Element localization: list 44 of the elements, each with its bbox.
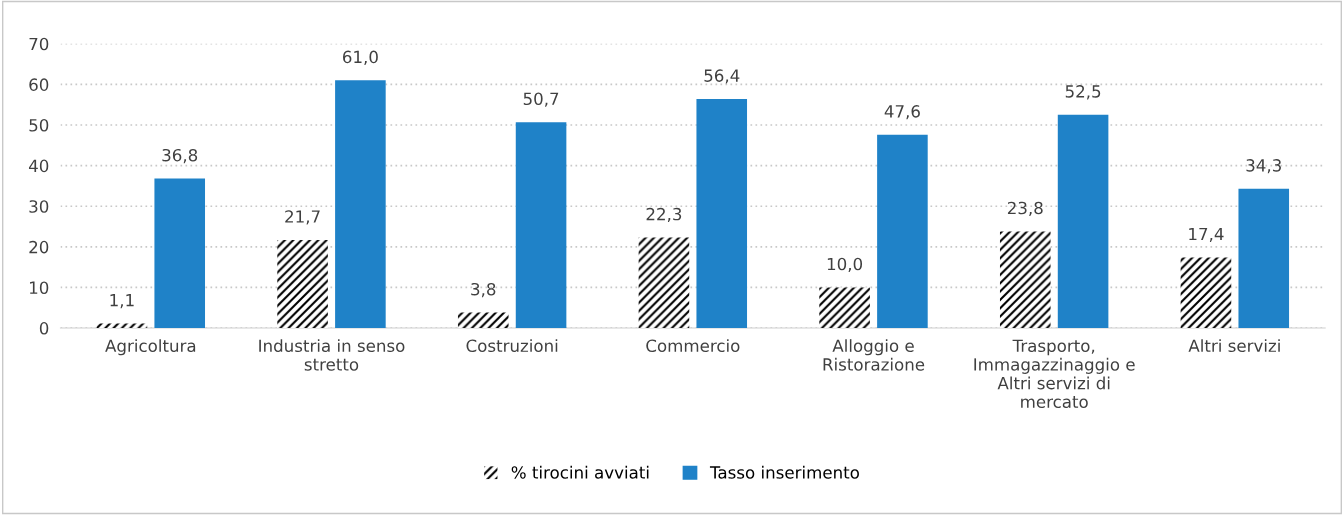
data-label: 61,0 (343, 50, 378, 65)
y-tick-label: 10 (29, 281, 49, 295)
y-tick-label: 30 (29, 200, 49, 213)
data-label: 1,1 (110, 294, 134, 309)
y-tick-label: 20 (29, 240, 49, 254)
data-label: 47,6 (884, 105, 920, 120)
x-tick-label: Costruzioni (466, 339, 558, 353)
data-label: 21,7 (285, 210, 320, 225)
y-tick-label: 40 (28, 159, 49, 173)
bar (1057, 114, 1109, 329)
bar (1180, 257, 1232, 329)
x-tick-label: Alloggio e Ristorazione (823, 339, 925, 371)
data-label: 23,8 (1007, 201, 1043, 216)
y-tick-label: 0 (39, 322, 49, 335)
bar (277, 239, 328, 329)
bar (335, 80, 386, 329)
bar (515, 122, 567, 329)
x-tick-label: Agricoltura (105, 339, 196, 356)
data-label: 22,3 (646, 207, 682, 223)
data-label: 17,4 (1189, 227, 1224, 242)
x-tick-label: Altri servizi (1188, 339, 1280, 353)
data-label: 52,5 (1065, 85, 1101, 100)
data-label: 56,4 (704, 69, 740, 84)
bar (638, 237, 690, 329)
data-label: 10,0 (827, 257, 863, 273)
y-tick-label: 50 (29, 118, 49, 132)
bar (819, 287, 870, 329)
bar (877, 134, 928, 329)
data-label: 3,8 (471, 282, 496, 298)
data-label: 50,7 (523, 92, 559, 107)
bar (696, 99, 748, 329)
y-tick-label: 70 (29, 37, 49, 51)
data-label: 34,3 (1246, 159, 1281, 174)
bar (999, 231, 1051, 329)
x-tick-label: Trasporto, Immagazzinaggio e Altri servizi di mercato (974, 339, 1135, 409)
x-tick-label: Industria in senso stretto (259, 339, 405, 371)
bar (457, 312, 509, 329)
data-label: 36,8 (162, 148, 198, 164)
legend-label: % tirocini avviati (511, 465, 649, 479)
bar (154, 178, 206, 329)
legend-label: Tasso inserimento (709, 465, 859, 479)
x-tick-label: Commercio (646, 339, 740, 353)
y-tick-label: 60 (29, 78, 49, 91)
bar (1238, 188, 1290, 329)
